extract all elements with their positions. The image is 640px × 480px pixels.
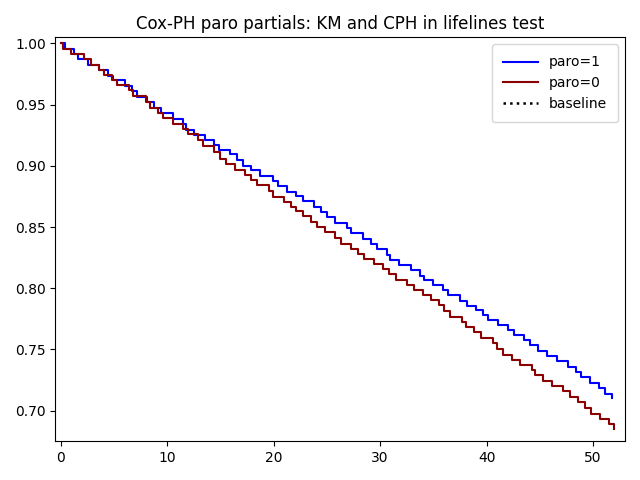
paro=0 xyxy=(610,426,618,432)
paro=0 xyxy=(559,388,566,394)
paro=0 xyxy=(516,362,524,368)
paro=1 xyxy=(95,67,103,72)
paro=1 xyxy=(57,41,65,47)
paro=0 xyxy=(331,235,339,241)
paro=1 xyxy=(239,163,246,168)
paro=0 xyxy=(531,372,539,378)
Title: Cox-PH paro partials: KM and CPH in lifelines test: Cox-PH paro partials: KM and CPH in life… xyxy=(136,15,545,33)
Legend: paro=1, paro=0, baseline: paro=1, paro=0, baseline xyxy=(492,44,618,122)
paro=0 xyxy=(57,41,65,47)
paro=0 xyxy=(180,126,188,132)
Line: paro=1: paro=1 xyxy=(61,44,612,398)
paro=1 xyxy=(234,157,241,163)
paro=1 xyxy=(373,246,381,252)
Line: paro=0: paro=0 xyxy=(61,44,614,429)
paro=1 xyxy=(128,88,136,94)
paro=0 xyxy=(241,172,248,178)
paro=1 xyxy=(608,396,616,401)
paro=1 xyxy=(157,110,165,116)
